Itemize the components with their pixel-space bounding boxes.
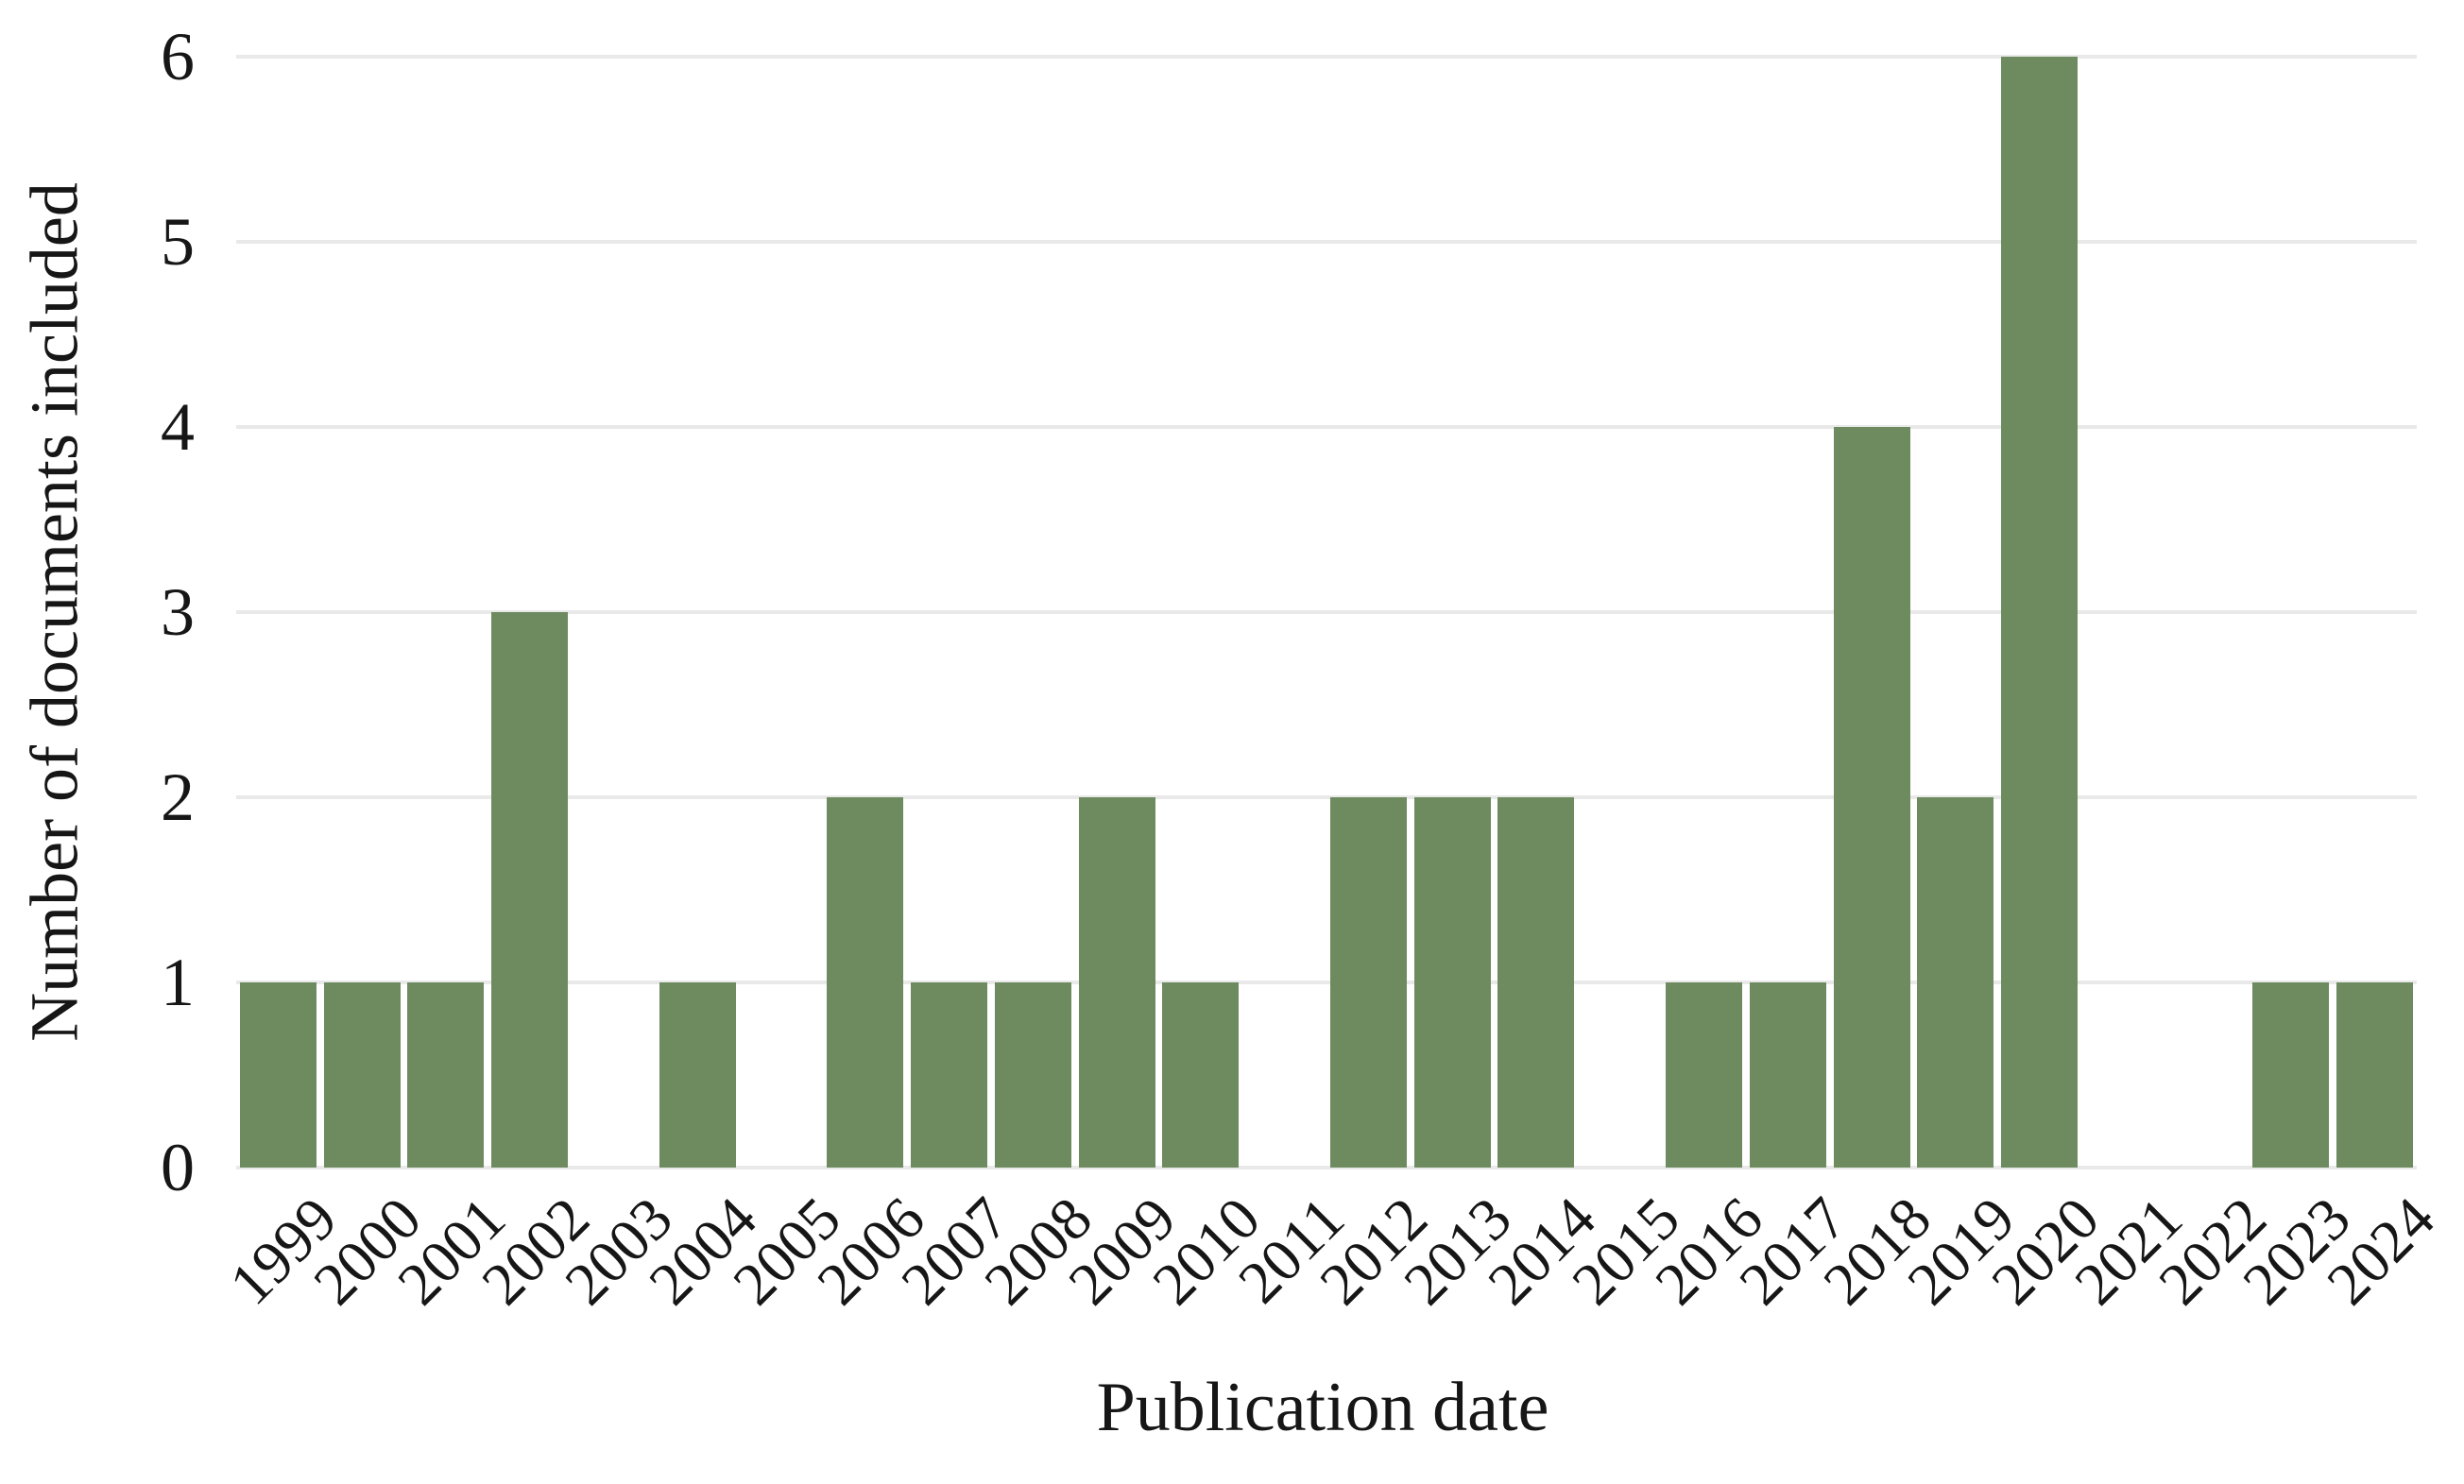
gridline-6	[236, 55, 2417, 59]
bar-2014	[1497, 797, 1575, 1168]
y-tick-label-5: 5	[161, 204, 195, 280]
bar-2001	[407, 982, 485, 1168]
y-tick-label-6: 6	[161, 19, 195, 94]
bar-2020	[2001, 57, 2079, 1168]
bar-2013	[1413, 797, 1491, 1168]
bar-2008	[994, 982, 1071, 1168]
bar-2004	[659, 982, 736, 1168]
gridline-0	[236, 1166, 2417, 1169]
bar-2000	[323, 982, 401, 1168]
gridline-2	[236, 795, 2417, 799]
bar-2016	[1665, 982, 1742, 1168]
bar-2012	[1329, 797, 1407, 1168]
bar-2007	[911, 982, 988, 1168]
x-axis-title: Publication date	[1096, 1369, 1549, 1446]
gridline-5	[236, 240, 2417, 244]
bar-2017	[1749, 982, 1826, 1168]
bar-1999	[239, 982, 317, 1168]
bar-2002	[491, 612, 569, 1168]
y-tick-label-4: 4	[161, 389, 195, 465]
gridline-4	[236, 425, 2417, 429]
y-tick-label-2: 2	[161, 759, 195, 835]
bar-2023	[2252, 982, 2330, 1168]
bar-2009	[1078, 797, 1155, 1168]
y-tick-label-1: 1	[161, 945, 195, 1020]
bar-2024	[2336, 982, 2414, 1168]
bar-2010	[1162, 982, 1240, 1168]
y-tick-label-0: 0	[161, 1130, 195, 1205]
gridline-1	[236, 981, 2417, 984]
y-tick-label-3: 3	[161, 574, 195, 650]
gridline-3	[236, 610, 2417, 614]
bar-2006	[827, 797, 904, 1168]
bar-2018	[1833, 427, 1910, 1168]
bar-2019	[1917, 797, 1994, 1168]
